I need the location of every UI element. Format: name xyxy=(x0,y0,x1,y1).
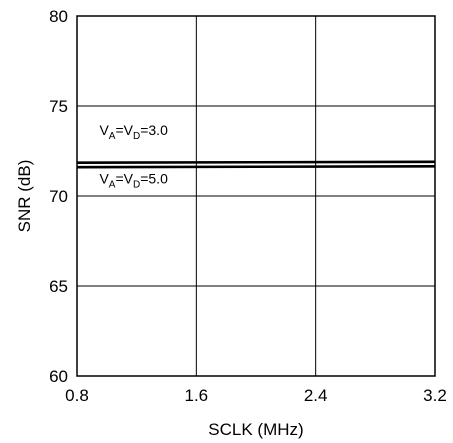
y-tick-labels: 60 65 70 75 80 xyxy=(49,7,68,386)
annotation-text: V xyxy=(99,122,109,138)
series-line-1 xyxy=(76,160,436,164)
annotation-subscript: D xyxy=(133,179,140,190)
y-tick-label: 60 xyxy=(49,367,68,386)
annotation-text: =3.0 xyxy=(140,122,168,138)
annotation-text: V xyxy=(99,170,109,186)
x-tick-label: 1.6 xyxy=(185,386,209,405)
series-line-2 xyxy=(76,165,436,169)
y-tick-label: 80 xyxy=(49,7,68,26)
plot-frame xyxy=(76,15,436,377)
grid xyxy=(77,16,435,376)
annotation-subscript: A xyxy=(109,131,116,142)
y-tick-label: 70 xyxy=(49,187,68,206)
annotations: VA=VD=3.0VA=VD=5.0 xyxy=(99,122,168,191)
annotation-text: =5.0 xyxy=(140,170,168,186)
y-axis-label: SNR (dB) xyxy=(15,160,34,233)
x-axis-label: SCLK (MHz) xyxy=(208,420,303,439)
series-group xyxy=(76,160,436,169)
x-tick-label: 3.2 xyxy=(423,386,447,405)
x-tick-labels: 0.8 1.6 2.4 3.2 xyxy=(65,386,447,405)
y-tick-label: 65 xyxy=(49,277,68,296)
annotation-subscript: D xyxy=(133,131,140,142)
y-tick-label: 75 xyxy=(49,97,68,116)
annotation-subscript: A xyxy=(109,179,116,190)
annotation-text: =V xyxy=(115,122,133,138)
annotation-text: =V xyxy=(115,170,133,186)
annotation-label-1: VA=VD=3.0 xyxy=(99,122,168,142)
annotation-label-2: VA=VD=5.0 xyxy=(99,170,168,190)
x-tick-label: 0.8 xyxy=(65,386,89,405)
x-tick-label: 2.4 xyxy=(304,386,328,405)
